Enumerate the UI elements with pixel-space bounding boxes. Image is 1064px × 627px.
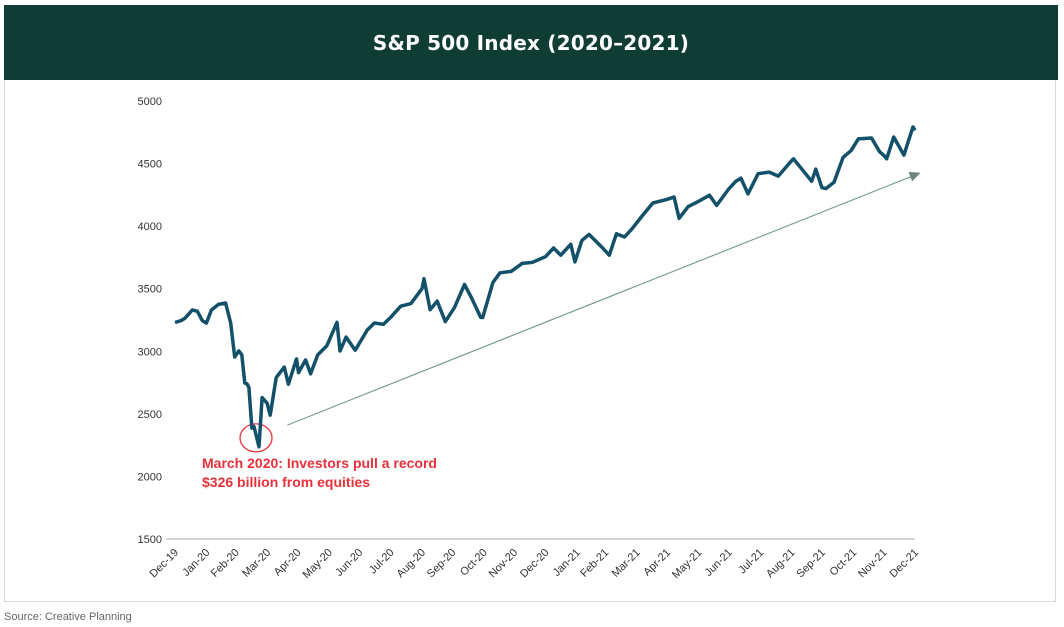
y-tick-label: 2000 xyxy=(138,471,162,483)
x-tick-label: Jul-20 xyxy=(367,547,397,577)
x-tick-label: Jan-20 xyxy=(180,547,212,579)
x-tick-label: Oct-21 xyxy=(828,547,860,579)
chart-title: S&P 500 Index (2020–2021) xyxy=(372,30,690,55)
y-tick-label: 1500 xyxy=(138,534,162,546)
annotation-text-line-2: $326 billion from equities xyxy=(202,474,370,490)
x-tick-label: Dec-20 xyxy=(518,547,552,581)
x-tick-label: Mar-21 xyxy=(610,547,643,580)
y-tick-label: 3000 xyxy=(138,346,162,358)
sp500-series-line xyxy=(174,125,917,449)
trend-arrow-line xyxy=(287,175,914,426)
annotation-text-line-1: March 2020: Investors pull a record xyxy=(202,455,437,471)
x-tick-label: Sep-21 xyxy=(794,547,828,581)
x-tick-label: May-21 xyxy=(670,547,704,581)
x-tick-label: Feb-20 xyxy=(209,547,242,580)
x-tick-label: Nov-21 xyxy=(856,547,890,581)
y-tick-label: 5000 xyxy=(138,96,162,108)
x-tick-label: Mar-20 xyxy=(240,547,273,580)
x-tick-label: Dec-21 xyxy=(888,547,922,581)
x-tick-label: Sep-20 xyxy=(425,547,459,581)
trough-highlight-circle xyxy=(239,423,273,453)
x-tick-label: Apr-20 xyxy=(272,547,304,579)
x-tick-label: Feb-21 xyxy=(578,547,611,580)
x-tick-label: Oct-20 xyxy=(458,547,490,579)
chart-frame xyxy=(4,80,1056,602)
x-tick-label: Aug-20 xyxy=(395,547,429,581)
x-tick-label: Jun-20 xyxy=(333,547,365,579)
y-tick-label: 2500 xyxy=(138,409,162,421)
x-tick-label: May-20 xyxy=(301,547,335,581)
chart-header: S&P 500 Index (2020–2021) xyxy=(4,5,1058,80)
y-tick-label: 4000 xyxy=(138,221,162,233)
x-tick-label: Nov-20 xyxy=(487,547,521,581)
y-tick-label: 4500 xyxy=(138,159,162,171)
y-tick-label: 3500 xyxy=(138,284,162,296)
x-tick-label: Jul-21 xyxy=(737,547,767,577)
trend-arrow-head-icon xyxy=(908,172,921,182)
x-tick-label: Dec-19 xyxy=(148,547,182,581)
source-note: Source: Creative Planning xyxy=(4,611,132,623)
x-tick-label: Jan-21 xyxy=(551,547,583,579)
x-tick-label: Apr-21 xyxy=(641,547,673,579)
x-tick-label: Aug-21 xyxy=(764,547,798,581)
x-tick-label: Jun-21 xyxy=(703,547,735,579)
